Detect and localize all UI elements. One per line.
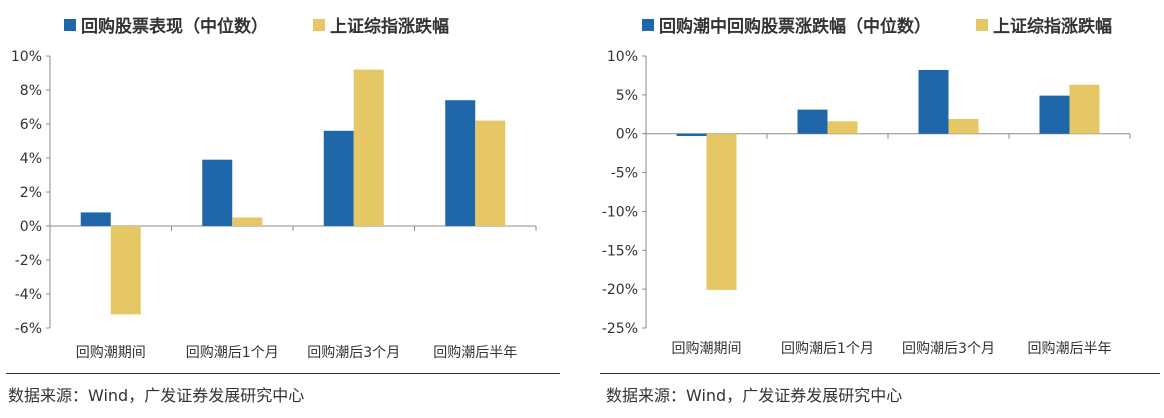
- bar-series-b: [475, 120, 506, 226]
- x-category-label: 回购潮后3个月: [307, 345, 400, 361]
- bar-series-b: [1069, 84, 1100, 134]
- chart-panel-right: 回购潮中回购股票涨跌幅（中位数） 上证综指涨跌幅 10% 5% 0% -5% -10% -…: [600, 0, 1164, 418]
- bar-chart-right: 10% 5% 0% -5% -10% -15% -20% -25% 回购潮期间 回购潮后1个月 回购…: [602, 49, 1131, 357]
- legend-item-series-a: 回购潮中回购股票涨跌幅（中位数）: [642, 12, 931, 37]
- bar-series-a: [797, 109, 828, 134]
- bar-series-b: [827, 121, 858, 134]
- bar-series-a: [323, 130, 354, 226]
- x-category-label: 回购潮期间: [76, 345, 146, 361]
- legend-label-series-a: 回购股票表现（中位数）: [81, 17, 268, 37]
- x-category-label: 回购潮期间: [672, 341, 742, 357]
- legend-item-series-b: 上证综指涨跌幅: [313, 12, 449, 37]
- x-category-label: 回购潮后半年: [1028, 341, 1112, 357]
- legend-label-series-b: 上证综指涨跌幅: [993, 17, 1112, 37]
- y-tick-label: -25%: [602, 321, 638, 337]
- y-tick-label: -5%: [611, 166, 638, 182]
- legend-swatch-series-b: [976, 18, 988, 31]
- chart-panel-left: 回购股票表现（中位数） 上证综指涨跌幅 10% 8% 6% 4% 2% 0% -2% -4% -…: [0, 0, 560, 418]
- y-tick-label: 0%: [616, 127, 638, 143]
- y-tick-label: 10%: [11, 49, 42, 65]
- x-category-label: 回购潮后3个月: [902, 341, 995, 357]
- y-tick-label: -4%: [15, 287, 42, 303]
- y-tick-label: 2%: [20, 185, 42, 201]
- y-tick-label: 8%: [20, 83, 42, 99]
- legend-item-series-b: 上证综指涨跌幅: [976, 12, 1112, 37]
- legend-label-series-a: 回购潮中回购股票涨跌幅（中位数）: [659, 17, 931, 37]
- y-tick-label: -10%: [602, 204, 638, 220]
- bar-series-b: [110, 226, 141, 315]
- y-tick-label: 10%: [607, 49, 638, 65]
- y-tick-label: 5%: [616, 88, 638, 104]
- bar-series-a: [445, 100, 476, 226]
- x-category-label: 回购潮后1个月: [781, 341, 874, 357]
- legend-swatch-series-a: [642, 18, 654, 31]
- legend-swatch-series-a: [64, 18, 76, 31]
- y-tick-label: -6%: [15, 321, 42, 337]
- legend-label-series-b: 上证综指涨跌幅: [330, 17, 449, 37]
- bar-series-a: [676, 133, 707, 137]
- y-tick-label: -2%: [15, 253, 42, 269]
- source-divider: [6, 373, 560, 374]
- y-tick-label: 6%: [20, 117, 42, 133]
- source-note: 数据来源：Wind，广发证券发展研究中心: [606, 386, 903, 405]
- y-tick-label: 4%: [20, 151, 42, 167]
- y-tick-label: 0%: [20, 219, 42, 235]
- y-tick-label: -15%: [602, 243, 638, 259]
- chart-legend: 回购股票表现（中位数） 上证综指涨跌幅: [64, 12, 494, 37]
- bar-series-a: [918, 69, 949, 134]
- bar-series-a: [1039, 95, 1070, 134]
- bar-series-b: [948, 118, 979, 134]
- y-tick-label: -20%: [602, 282, 638, 298]
- bar-series-a: [202, 159, 233, 226]
- legend-swatch-series-b: [313, 18, 325, 31]
- bar-series-b: [353, 69, 384, 226]
- x-category-label: 回购潮后半年: [433, 345, 517, 361]
- bar-series-b: [232, 217, 263, 226]
- bar-series-b: [706, 133, 737, 290]
- bar-series-a: [80, 212, 111, 226]
- chart-legend: 回购潮中回购股票涨跌幅（中位数） 上证综指涨跌幅: [642, 12, 1157, 37]
- source-note: 数据来源：Wind，广发证券发展研究中心: [8, 386, 305, 405]
- legend-item-series-a: 回购股票表现（中位数）: [64, 12, 268, 37]
- bar-chart-left: 10% 8% 6% 4% 2% 0% -2% -4% -6% 回购潮期间 回购潮后1个月 回购潮后3个…: [11, 49, 537, 361]
- x-category-label: 回购潮后1个月: [186, 345, 279, 361]
- source-divider: [600, 373, 1160, 374]
